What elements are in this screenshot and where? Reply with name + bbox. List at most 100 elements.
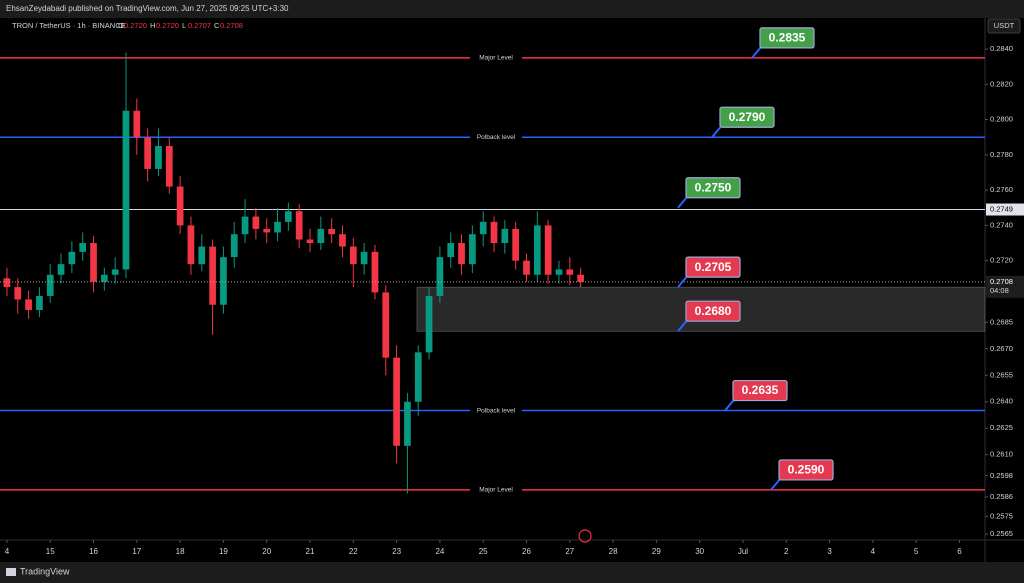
last-price-bg <box>986 275 1024 298</box>
candle-body <box>46 274 54 296</box>
y-tick-label: 0.2575 <box>990 511 1013 520</box>
candle-body <box>285 211 292 222</box>
x-tick-label: 26 <box>522 547 531 556</box>
x-tick-label: 15 <box>46 547 55 556</box>
x-tick-label: 3 <box>827 547 832 556</box>
level-label-bg <box>470 52 522 63</box>
level-label: Polback level <box>477 134 516 141</box>
x-tick-label: 18 <box>176 547 185 556</box>
level-label: Polback level <box>477 407 516 414</box>
candle-body <box>79 243 87 252</box>
callout-label: 0.2790 <box>729 110 766 124</box>
candle-body <box>187 225 195 265</box>
y-tick-label: 0.2740 <box>990 220 1013 229</box>
candle-body <box>274 221 281 233</box>
y-tick-label: 0.2565 <box>990 529 1013 538</box>
x-tick-label: 30 <box>695 547 704 556</box>
candle-body <box>436 257 444 296</box>
candle-body <box>36 295 43 311</box>
axis-price: 0.2749 <box>990 205 1013 214</box>
axis-price-bg <box>986 203 1024 216</box>
candle-body <box>306 239 314 244</box>
callout-box <box>685 177 741 199</box>
x-tick-label: 16 <box>89 547 98 556</box>
candle-body <box>404 401 411 446</box>
candle-body <box>176 186 184 226</box>
currency-button[interactable] <box>987 18 1021 34</box>
candle-body <box>501 228 509 244</box>
candle-body <box>144 137 151 169</box>
candle-body <box>230 234 238 258</box>
x-tick-label: 2 <box>784 547 789 556</box>
callout-box <box>778 459 834 481</box>
candle-body <box>371 251 379 293</box>
y-tick-label: 0.2840 <box>990 44 1013 53</box>
y-tick-label: 0.2586 <box>990 492 1013 501</box>
ohlc-value: 0.2720 <box>124 21 147 30</box>
x-tick-label: 29 <box>652 547 661 556</box>
candle-body <box>490 221 498 244</box>
callout-label: 0.2590 <box>788 463 825 477</box>
logo <box>6 568 16 576</box>
y-tick-label: 0.2820 <box>990 79 1013 88</box>
candle-body <box>512 228 520 261</box>
callout-label: 0.2750 <box>695 180 732 194</box>
countdown: 04:08 <box>990 286 1009 295</box>
currency[interactable]: USDT <box>994 21 1015 30</box>
candle-body <box>523 260 530 275</box>
ohlc-key: C <box>214 21 220 30</box>
candle-body <box>68 251 76 265</box>
ohlc-key: L <box>182 21 186 30</box>
y-tick-label: 0.2760 <box>990 185 1013 194</box>
ohlc-value: 0.2720 <box>156 21 179 30</box>
candle-body <box>263 228 271 233</box>
candle-body <box>111 269 119 275</box>
candle-body <box>155 146 162 169</box>
candle-body <box>209 246 216 305</box>
callout-box <box>685 300 741 322</box>
level-label: Major Level <box>479 487 513 494</box>
y-tick-label: 0.2780 <box>990 150 1013 159</box>
x-tick-label: 24 <box>435 547 444 556</box>
x-tick-label: 23 <box>392 547 401 556</box>
y-tick-label: 0.2800 <box>990 115 1013 124</box>
y-tick-label: 0.2640 <box>990 397 1013 406</box>
y-tick-label: 0.2720 <box>990 256 1013 265</box>
candle-body <box>360 251 368 265</box>
ohlc-key: H <box>150 21 155 30</box>
candle-body <box>90 243 97 282</box>
candle-body <box>393 357 400 446</box>
footer-bar <box>0 562 1024 583</box>
replay-icon[interactable] <box>578 529 592 543</box>
level-label-bg <box>470 405 522 416</box>
candle-body <box>566 269 574 275</box>
y-tick-label: 0.2655 <box>990 370 1013 379</box>
candle-body <box>425 295 433 353</box>
symbol: TRON / TetherUS · 1h · BINANCE <box>12 21 126 30</box>
x-tick-label: 6 <box>957 547 962 556</box>
y-tick-label: 0.2625 <box>990 423 1013 432</box>
candle-body <box>544 225 552 275</box>
candle-body <box>328 228 336 235</box>
x-tick-label: 5 <box>914 547 919 556</box>
callout-box <box>759 27 815 49</box>
candle-body <box>3 278 11 288</box>
candle-body <box>317 228 325 244</box>
x-tick-label: 19 <box>219 547 228 556</box>
ohlc-value: 0.2707 <box>188 21 211 30</box>
publisher: EhsanZeydabadi published on TradingView.… <box>6 4 289 13</box>
candle-body <box>447 243 455 258</box>
candle-body <box>382 292 390 358</box>
candle-body <box>57 264 65 275</box>
candle-body <box>339 234 346 247</box>
callout-label: 0.2705 <box>695 260 732 274</box>
x-tick-label: 27 <box>565 547 574 556</box>
candle-body <box>241 216 249 235</box>
brand: TradingView <box>20 566 70 576</box>
candle-body <box>295 211 303 240</box>
level-label-bg <box>470 484 522 495</box>
candle-body <box>469 234 476 265</box>
candle-body <box>458 243 465 265</box>
